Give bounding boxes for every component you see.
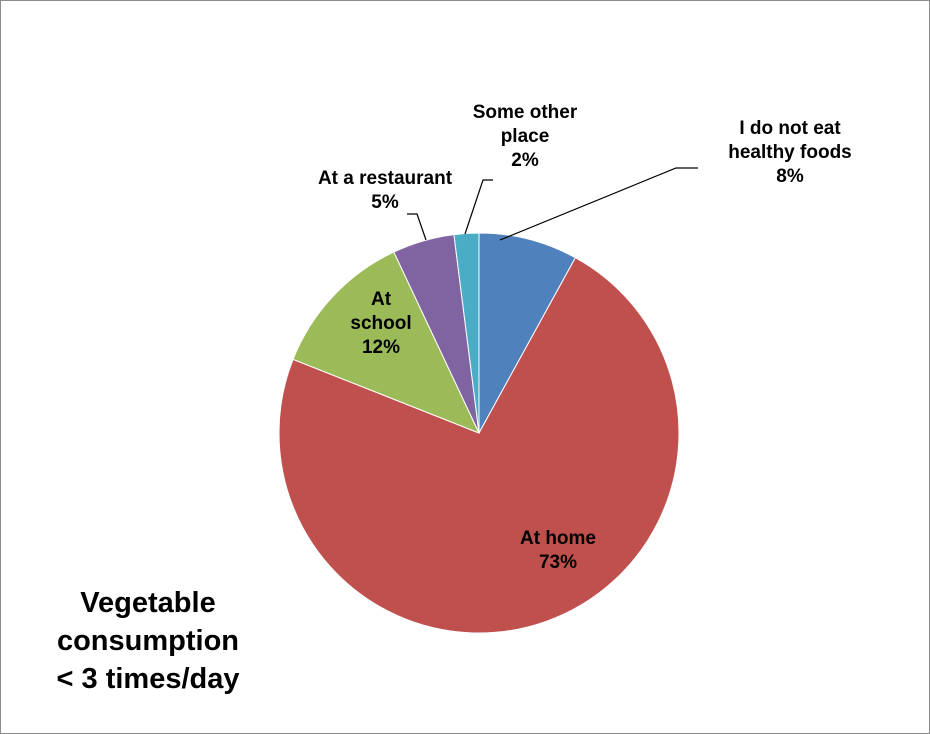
pie-slice-0 bbox=[478, 232, 577, 434]
slice-label-1: At home 73% bbox=[520, 528, 596, 573]
pie-slice-2 bbox=[292, 251, 480, 434]
slice-percent-2: 12% bbox=[362, 337, 400, 358]
pie-slice-4 bbox=[453, 232, 480, 434]
chart-title-line-3: < 3 times/day bbox=[56, 663, 240, 695]
slice-label-0: I do not eat healthy foods 8% bbox=[728, 118, 852, 187]
slice-name-line-1-0: At home bbox=[520, 528, 596, 549]
leader-line-0 bbox=[499, 167, 698, 241]
slice-percent-0: 8% bbox=[776, 166, 804, 187]
slice-label-3: At a restaurant 5% bbox=[318, 168, 453, 213]
slice-name-line-4-1: place bbox=[501, 126, 550, 147]
chart-title-line-1: Vegetable bbox=[80, 587, 216, 619]
chart-title-line-2: consumption bbox=[56, 625, 240, 657]
slice-name-line-4-0: Some other bbox=[473, 102, 578, 123]
slice-label-2: At school 12% bbox=[350, 289, 411, 358]
pie-slices bbox=[278, 232, 680, 634]
slice-name-line-2-0: At bbox=[371, 289, 392, 310]
leader-lines bbox=[407, 167, 698, 241]
slice-name-line-0-1: healthy foods bbox=[728, 142, 852, 163]
slice-percent-1: 73% bbox=[539, 552, 577, 573]
slice-percent-4: 2% bbox=[511, 150, 539, 171]
leader-line-3 bbox=[407, 213, 427, 241]
slice-name-line-2-1: school bbox=[350, 313, 411, 334]
leader-line-4 bbox=[464, 179, 493, 235]
pie-slice-1 bbox=[278, 257, 680, 634]
slice-label-4: Some other place 2% bbox=[473, 102, 578, 171]
slice-name-line-0-0: I do not eat bbox=[739, 118, 841, 139]
slice-name-line-3-0: At a restaurant bbox=[318, 168, 453, 189]
slice-percent-3: 5% bbox=[371, 192, 399, 213]
slice-labels: I do not eat healthy foods 8% At home 73% At s… bbox=[318, 102, 852, 573]
chart-title: Vegetable consumption < 3 times/day bbox=[18, 584, 278, 698]
